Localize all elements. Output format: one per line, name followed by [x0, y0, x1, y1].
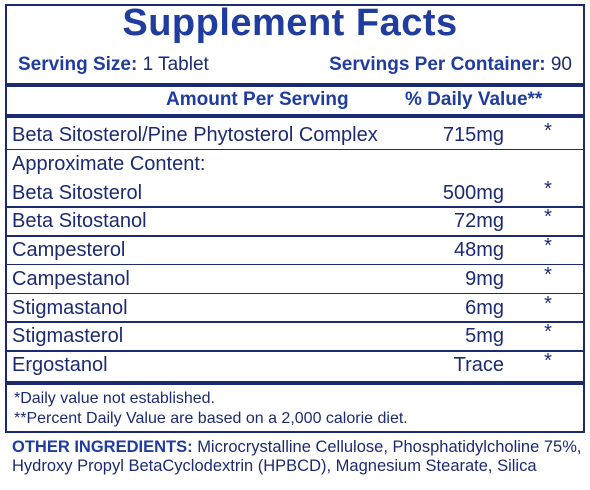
row-dv: *	[544, 263, 552, 286]
row-amount: 48mg	[453, 239, 504, 261]
thin-rule	[5, 263, 585, 266]
serving-size: Serving Size: 1 Tablet	[18, 54, 209, 76]
other-ingredients: OTHER INGREDIENTS: Microcrystalline Cell…	[12, 438, 582, 476]
row-amount: 500mg	[442, 181, 504, 204]
thin-rule	[5, 321, 585, 323]
thin-rule	[5, 206, 585, 208]
row-dv: *	[544, 206, 552, 229]
row-dv: *	[544, 321, 552, 344]
row-name: Approximate Content:	[12, 152, 206, 175]
title: Supplement Facts	[122, 2, 458, 44]
dv-header: % Daily Value**	[405, 89, 543, 110]
label-box	[5, 4, 585, 433]
thick-rule	[5, 381, 585, 385]
row-name: Beta Sitosterol	[12, 181, 143, 204]
row-name: Beta Sitosterol/Pine Phytosterol Complex	[12, 124, 378, 146]
row-dv: *	[544, 292, 552, 315]
row-amount: 72mg	[453, 210, 504, 233]
row-dv: *	[544, 350, 552, 372]
row-amount: Trace	[453, 354, 504, 376]
row-name: Campesterol	[12, 239, 126, 261]
servings-per-container: Servings Per Container: 90	[329, 54, 572, 76]
row-amount: 9mg	[465, 267, 504, 290]
row-dv: *	[544, 235, 552, 257]
servings-label: Servings Per Container:	[329, 54, 546, 75]
amount-header: Amount Per Serving	[166, 89, 349, 110]
footnote: *Daily value not established.	[14, 390, 216, 407]
row-amount: 6mg	[465, 296, 504, 319]
thin-rule	[5, 350, 585, 352]
serving-size-label: Serving Size:	[18, 54, 138, 75]
row-name: Stigmasterol	[12, 325, 124, 348]
row-amount: 715mg	[442, 124, 504, 146]
row-name: Beta Sitostanol	[12, 210, 147, 233]
row-amount: 5mg	[465, 325, 504, 348]
row-name: Ergostanol	[12, 354, 108, 376]
thick-rule	[5, 114, 585, 118]
other-ingredients-text: Microcrystalline Cellulose, Phosphatidyl…	[12, 438, 582, 475]
row-name: Stigmastanol	[12, 296, 128, 319]
serving-size-value: 1 Tablet	[142, 54, 209, 75]
thin-rule	[5, 235, 585, 237]
other-ingredients-label: OTHER INGREDIENTS:	[12, 438, 193, 456]
servings-value: 90	[550, 54, 572, 75]
row-dv: *	[544, 177, 552, 200]
thick-rule	[5, 83, 585, 87]
thin-rule	[5, 148, 585, 151]
thin-rule	[5, 292, 585, 294]
row-dv: *	[544, 120, 552, 142]
row-name: Campestanol	[12, 267, 130, 290]
footnote: **Percent Daily Value are based on a 2,0…	[14, 410, 408, 427]
